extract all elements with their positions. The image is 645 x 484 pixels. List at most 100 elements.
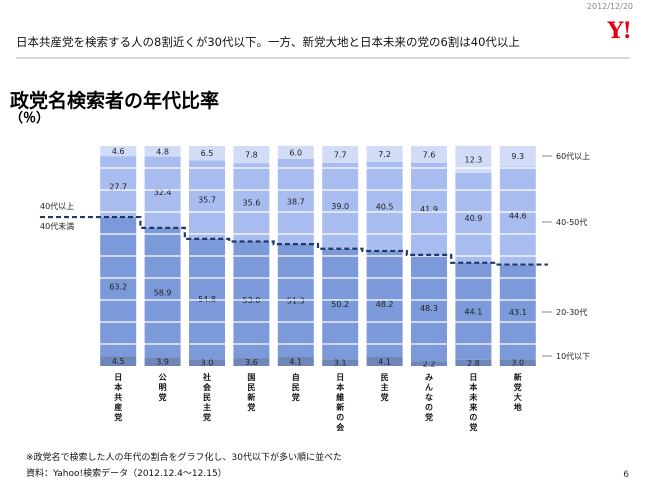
category-label-char: 社 [202, 372, 211, 382]
data-label-teens: 4.1 [289, 357, 302, 366]
category-label-char: 新 [514, 372, 522, 382]
category-label-char: 党 [247, 402, 255, 412]
bar-twenties-thirties [100, 217, 137, 357]
data-label-teens: 3.1 [334, 359, 347, 368]
bar-sixties-plus [411, 146, 447, 163]
category-label-char: 民 [203, 393, 211, 402]
bar-forties-fifties [411, 162, 447, 255]
category-label-char: 主 [203, 402, 211, 412]
category-label-char: の [469, 413, 477, 422]
category-label-char: 民 [381, 373, 389, 382]
category-label-char: み [425, 373, 433, 382]
data-label-twenties-thirties: 43.1 [509, 308, 527, 317]
data-label-forties-fifties: 41.9 [420, 205, 438, 214]
data-label-forties-fifties: 38.7 [287, 198, 305, 207]
category-label-char: 会 [203, 382, 211, 392]
bar-teens [277, 356, 314, 366]
yahoo-logo: Y! [607, 18, 632, 44]
data-label-twenties-thirties: 50.2 [331, 300, 349, 309]
legend-sixties-plus: 60代以上 [556, 151, 590, 161]
category-label-char: 党 [292, 392, 300, 402]
data-label-twenties-thirties: 51.3 [287, 297, 305, 306]
data-label-forties-fifties: 40.5 [376, 202, 394, 211]
category-label-char: 党 [159, 392, 167, 402]
category-label-char: 本 [113, 382, 122, 392]
header-divider [16, 57, 630, 59]
footnote: ※政党名で検索した人の年代の割合をグラフ化し、30代以下が多い順に並べた [26, 453, 342, 463]
bar-sixties-plus [144, 146, 181, 157]
bar-sixties-plus [233, 146, 270, 164]
data-label-twenties-thirties: 58.9 [154, 289, 172, 298]
category-label-char: 来 [468, 402, 478, 412]
category-label-char: 党 [114, 412, 122, 422]
data-label-teens: 3.0 [511, 359, 524, 368]
category-label-char: 党 [203, 412, 211, 422]
headline: 日本共産党を検索する人の8割近くが30代以下。一方、新党大地と日本未来の党の6割… [16, 35, 520, 49]
data-label-forties-fifties: 39.0 [331, 202, 349, 211]
category-label-char: 党 [381, 392, 389, 402]
bar-forties-fifties [366, 161, 403, 251]
data-label-sixties-plus: 7.7 [334, 150, 347, 159]
category-label-char: 自 [292, 372, 300, 382]
page-number: 6 [623, 470, 629, 480]
category-label-char: 大 [514, 392, 522, 402]
bar-teens [322, 359, 359, 366]
age-40-divider-line [40, 215, 548, 266]
bar-teens [366, 356, 403, 366]
category-label-char: な [425, 393, 433, 402]
data-label-twenties-thirties: 63.2 [109, 283, 127, 292]
category-label-char: 日 [336, 373, 344, 382]
data-label-sixties-plus: 7.2 [378, 150, 391, 159]
category-label-char: 共 [114, 392, 122, 402]
bar-teens [411, 361, 447, 366]
data-label-teens: 3.6 [245, 358, 258, 367]
bar-teens [144, 357, 181, 366]
bar-teens [189, 359, 225, 366]
category-label-char: 党 [514, 382, 522, 392]
legend-teens: 10代以下 [556, 351, 590, 361]
data-label-forties-fifties: 27.7 [109, 183, 127, 192]
category-label-char: の [425, 403, 433, 412]
legend-twenties-thirties: 20-30代 [556, 307, 587, 317]
category-label-char: の [336, 413, 344, 422]
data-label-sixties-plus: 4.6 [112, 147, 125, 156]
category-label-char: 地 [514, 402, 522, 412]
bar-teens [100, 356, 137, 366]
bar-teens [499, 359, 536, 366]
line-label-above: 40代以上 [40, 201, 74, 211]
category-label-char: 本 [468, 382, 477, 392]
bar-sixties-plus [100, 146, 137, 157]
category-label-char: 維 [336, 392, 344, 402]
bar-twenties-thirties [144, 227, 181, 358]
category-label-char: 産 [114, 402, 122, 412]
legend-forties-fifties: 40-50代 [556, 217, 587, 227]
category-label-char: 民 [292, 383, 300, 392]
data-label-teens: 4.1 [378, 357, 391, 366]
bar-sixties-plus [189, 146, 225, 161]
data-label-forties-fifties: 35.7 [198, 196, 216, 205]
data-label-sixties-plus: 7.6 [423, 150, 436, 159]
bar-forties-fifties [455, 172, 492, 263]
bar-sixties-plus [499, 146, 536, 167]
category-label-char: 新 [247, 392, 255, 402]
line-label-below: 40代未満 [40, 221, 74, 231]
bar-forties-fifties [277, 158, 314, 245]
data-label-teens: 3.0 [201, 359, 214, 368]
data-label-sixties-plus: 4.8 [156, 147, 169, 156]
category-label-char: 民 [247, 383, 255, 392]
data-label-sixties-plus: 12.3 [464, 155, 482, 164]
category-label-char: 党 [425, 412, 433, 422]
data-label-forties-fifties: 40.9 [464, 214, 482, 223]
category-label-char: ん [425, 383, 433, 392]
category-label-char: 党 [469, 422, 477, 432]
data-label-teens: 4.5 [112, 357, 125, 366]
data-label-sixties-plus: 9.3 [511, 152, 524, 161]
bar-twenties-thirties [366, 250, 403, 357]
data-label-forties-fifties: 44.6 [509, 212, 527, 221]
bar-sixties-plus [277, 145, 314, 159]
bar-forties-fifties [233, 163, 270, 242]
bar-forties-fifties [189, 160, 225, 239]
date-stamp: 2012/12/20 [586, 2, 633, 11]
data-label-teens: 2.2 [423, 360, 436, 369]
data-label-twenties-thirties: 44.1 [464, 307, 482, 316]
